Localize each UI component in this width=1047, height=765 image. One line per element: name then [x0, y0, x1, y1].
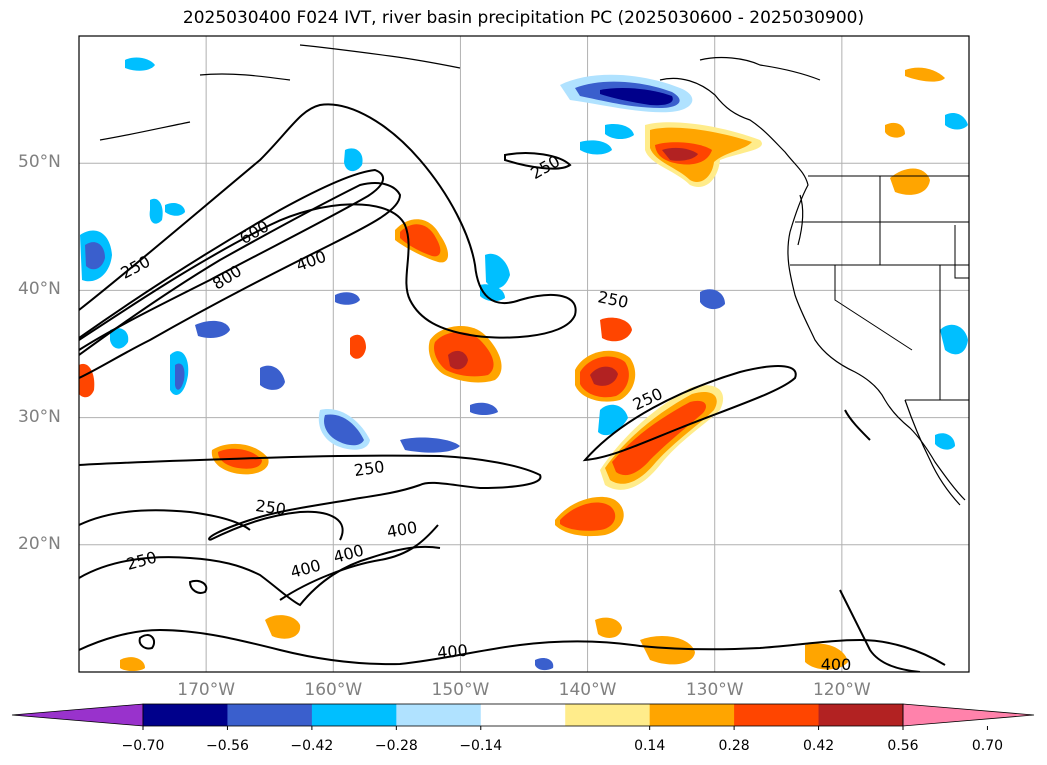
coastline: [99, 44, 966, 506]
colorbar-tick-label: −0.42: [290, 738, 334, 754]
colorbar-frame: [142, 703, 904, 727]
lat-label: 30°N: [18, 406, 61, 427]
colorbar-tick-label: 0.28: [718, 738, 750, 754]
lat-label: 50°N: [18, 152, 61, 173]
colorbar-tick-label: −0.70: [121, 738, 165, 754]
colorbar-segment: [734, 704, 820, 726]
colorbar-segment: [143, 704, 228, 726]
colorbar-segment: [565, 704, 651, 726]
lon-label: 120°W: [812, 680, 871, 700]
lon-label: 150°W: [431, 680, 490, 700]
colorbar-segment: [227, 704, 313, 726]
lon-label: 170°W: [177, 680, 236, 700]
lat-label: 40°N: [18, 279, 61, 300]
lat-label: 20°N: [18, 533, 61, 554]
gridlines: [79, 36, 969, 672]
colorbar-segment: [311, 704, 397, 726]
colorbar: [11, 703, 1035, 730]
ivt-contour-label: 250: [254, 496, 287, 519]
colorbar-extend-low: [11, 703, 144, 727]
lon-label: 130°W: [685, 680, 744, 700]
plot-frame: [78, 35, 970, 673]
colorbar-tick-label: −0.28: [374, 738, 418, 754]
colorbar-tick-label: 0.56: [887, 738, 919, 754]
colorbar-tick-label: 0.14: [634, 738, 666, 754]
precip-pc-shading: [79, 57, 968, 671]
colorbar-segment: [649, 704, 735, 726]
colorbar-segment: [480, 704, 566, 726]
political-borders: [790, 175, 969, 401]
colorbar-segment: [818, 704, 904, 726]
lon-label: 160°W: [304, 680, 363, 700]
plot-area: [79, 36, 969, 672]
ivt-contour-label: 400: [821, 655, 852, 674]
ivt-contour-label: 250: [353, 457, 386, 480]
ivt-contours: [79, 103, 946, 672]
lon-label: 140°W: [558, 680, 617, 700]
colorbar-tick-label: −0.56: [205, 738, 249, 754]
colorbar-extend-high: [902, 703, 1035, 727]
colorbar-segment: [396, 704, 482, 726]
figure-title: 2025030400 F024 IVT, river basin precipi…: [182, 8, 865, 28]
colorbar-tick-label: 0.42: [802, 738, 835, 754]
colorbar-tick-label: 0.70: [971, 738, 1004, 754]
colorbar-tick-label: −0.14: [459, 738, 503, 754]
ivt-contour-label: 400: [436, 641, 468, 663]
